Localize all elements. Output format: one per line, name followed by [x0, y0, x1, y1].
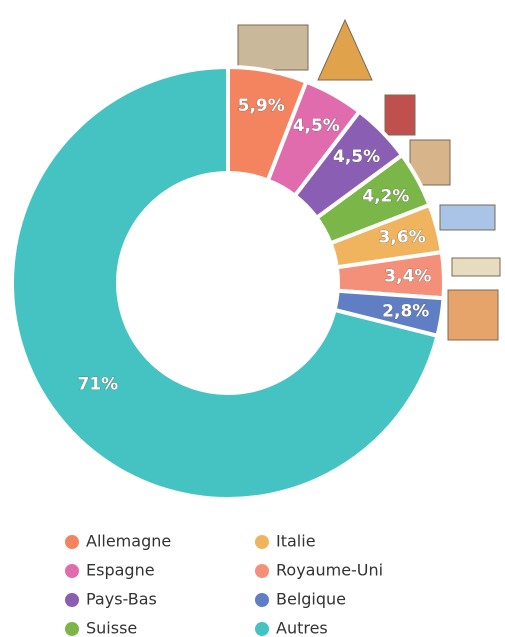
- value-label: 71%: [77, 374, 118, 394]
- legend-swatch: [255, 535, 269, 549]
- legend-label: Suisse: [86, 619, 137, 637]
- landmark: [384, 94, 416, 136]
- legend-label: Allemagne: [86, 532, 171, 551]
- landmark: [451, 257, 501, 277]
- decorations: [237, 18, 501, 341]
- legend-label: Italie: [276, 532, 316, 551]
- value-label: 3,6%: [379, 227, 426, 247]
- value-label: 3,4%: [384, 266, 431, 286]
- legend-label: Autres: [276, 619, 328, 637]
- legend-swatch: [65, 535, 79, 549]
- legend-swatch: [255, 564, 269, 578]
- landmark: [439, 204, 496, 231]
- legend-swatch: [255, 622, 269, 636]
- legend-swatch: [65, 564, 79, 578]
- donut-segment: [10, 64, 440, 501]
- legend-swatch: [65, 622, 79, 636]
- value-label: 4,2%: [362, 186, 409, 206]
- legend-swatch: [65, 593, 79, 607]
- landmark: [237, 24, 309, 71]
- legend-label: Belgique: [276, 590, 346, 609]
- landmark: [317, 18, 373, 81]
- legend-label: Espagne: [86, 561, 155, 580]
- landmark: [447, 289, 499, 341]
- legend-label: Royaume-Uni: [276, 561, 383, 580]
- value-label: 4,5%: [293, 116, 340, 136]
- value-label: 4,5%: [333, 147, 380, 167]
- value-label: 5,9%: [238, 96, 285, 116]
- legend-label: Pays-Bas: [86, 590, 157, 609]
- value-label: 2,8%: [382, 301, 429, 321]
- legend-swatch: [255, 593, 269, 607]
